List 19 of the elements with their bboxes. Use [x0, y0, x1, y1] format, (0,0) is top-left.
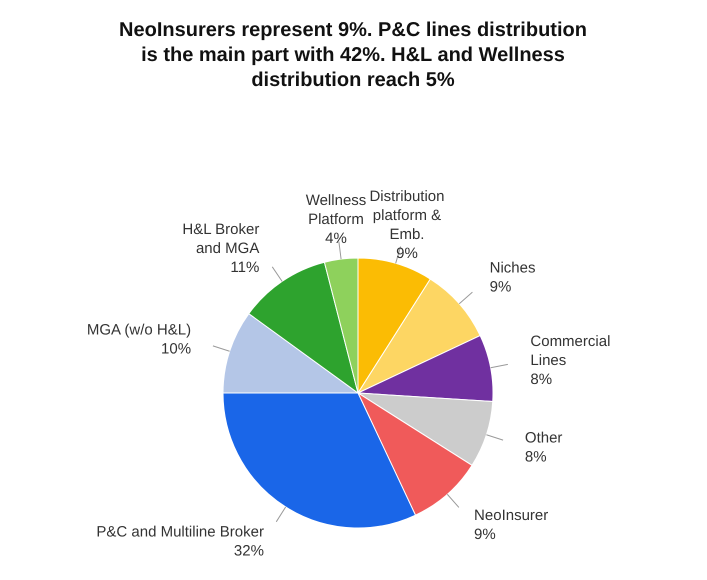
- data-label: 32%: [234, 542, 264, 560]
- data-label: 9%: [474, 526, 496, 544]
- data-label: 11%: [230, 258, 260, 276]
- data-label: 4%: [325, 230, 347, 247]
- slice-label: NeoInsurer: [474, 507, 548, 524]
- slice-label: P&C and Multiline Broker: [96, 524, 264, 541]
- slice-label: H&L Broker and MGA: [182, 220, 260, 257]
- data-label: 9%: [396, 244, 418, 262]
- data-label: 8%: [524, 448, 547, 466]
- data-label: 9%: [490, 278, 512, 296]
- chart-title: NeoInsurers represent 9%. P&C lines distribution is the main part with 42%. H&L and Wellness distribution reach 5%: [119, 19, 587, 91]
- slice-label: Distribution platform & Emb.: [369, 188, 444, 243]
- slice-label: MGA (w/o H&L): [86, 321, 192, 338]
- data-label: 10%: [161, 340, 192, 358]
- slice-label: Commercial Lines: [530, 333, 610, 370]
- slice-label: Niches: [490, 259, 536, 276]
- slice-label: Other: [524, 430, 562, 447]
- data-label: 8%: [530, 371, 552, 388]
- slice-label: Wellness Platform: [306, 192, 366, 228]
